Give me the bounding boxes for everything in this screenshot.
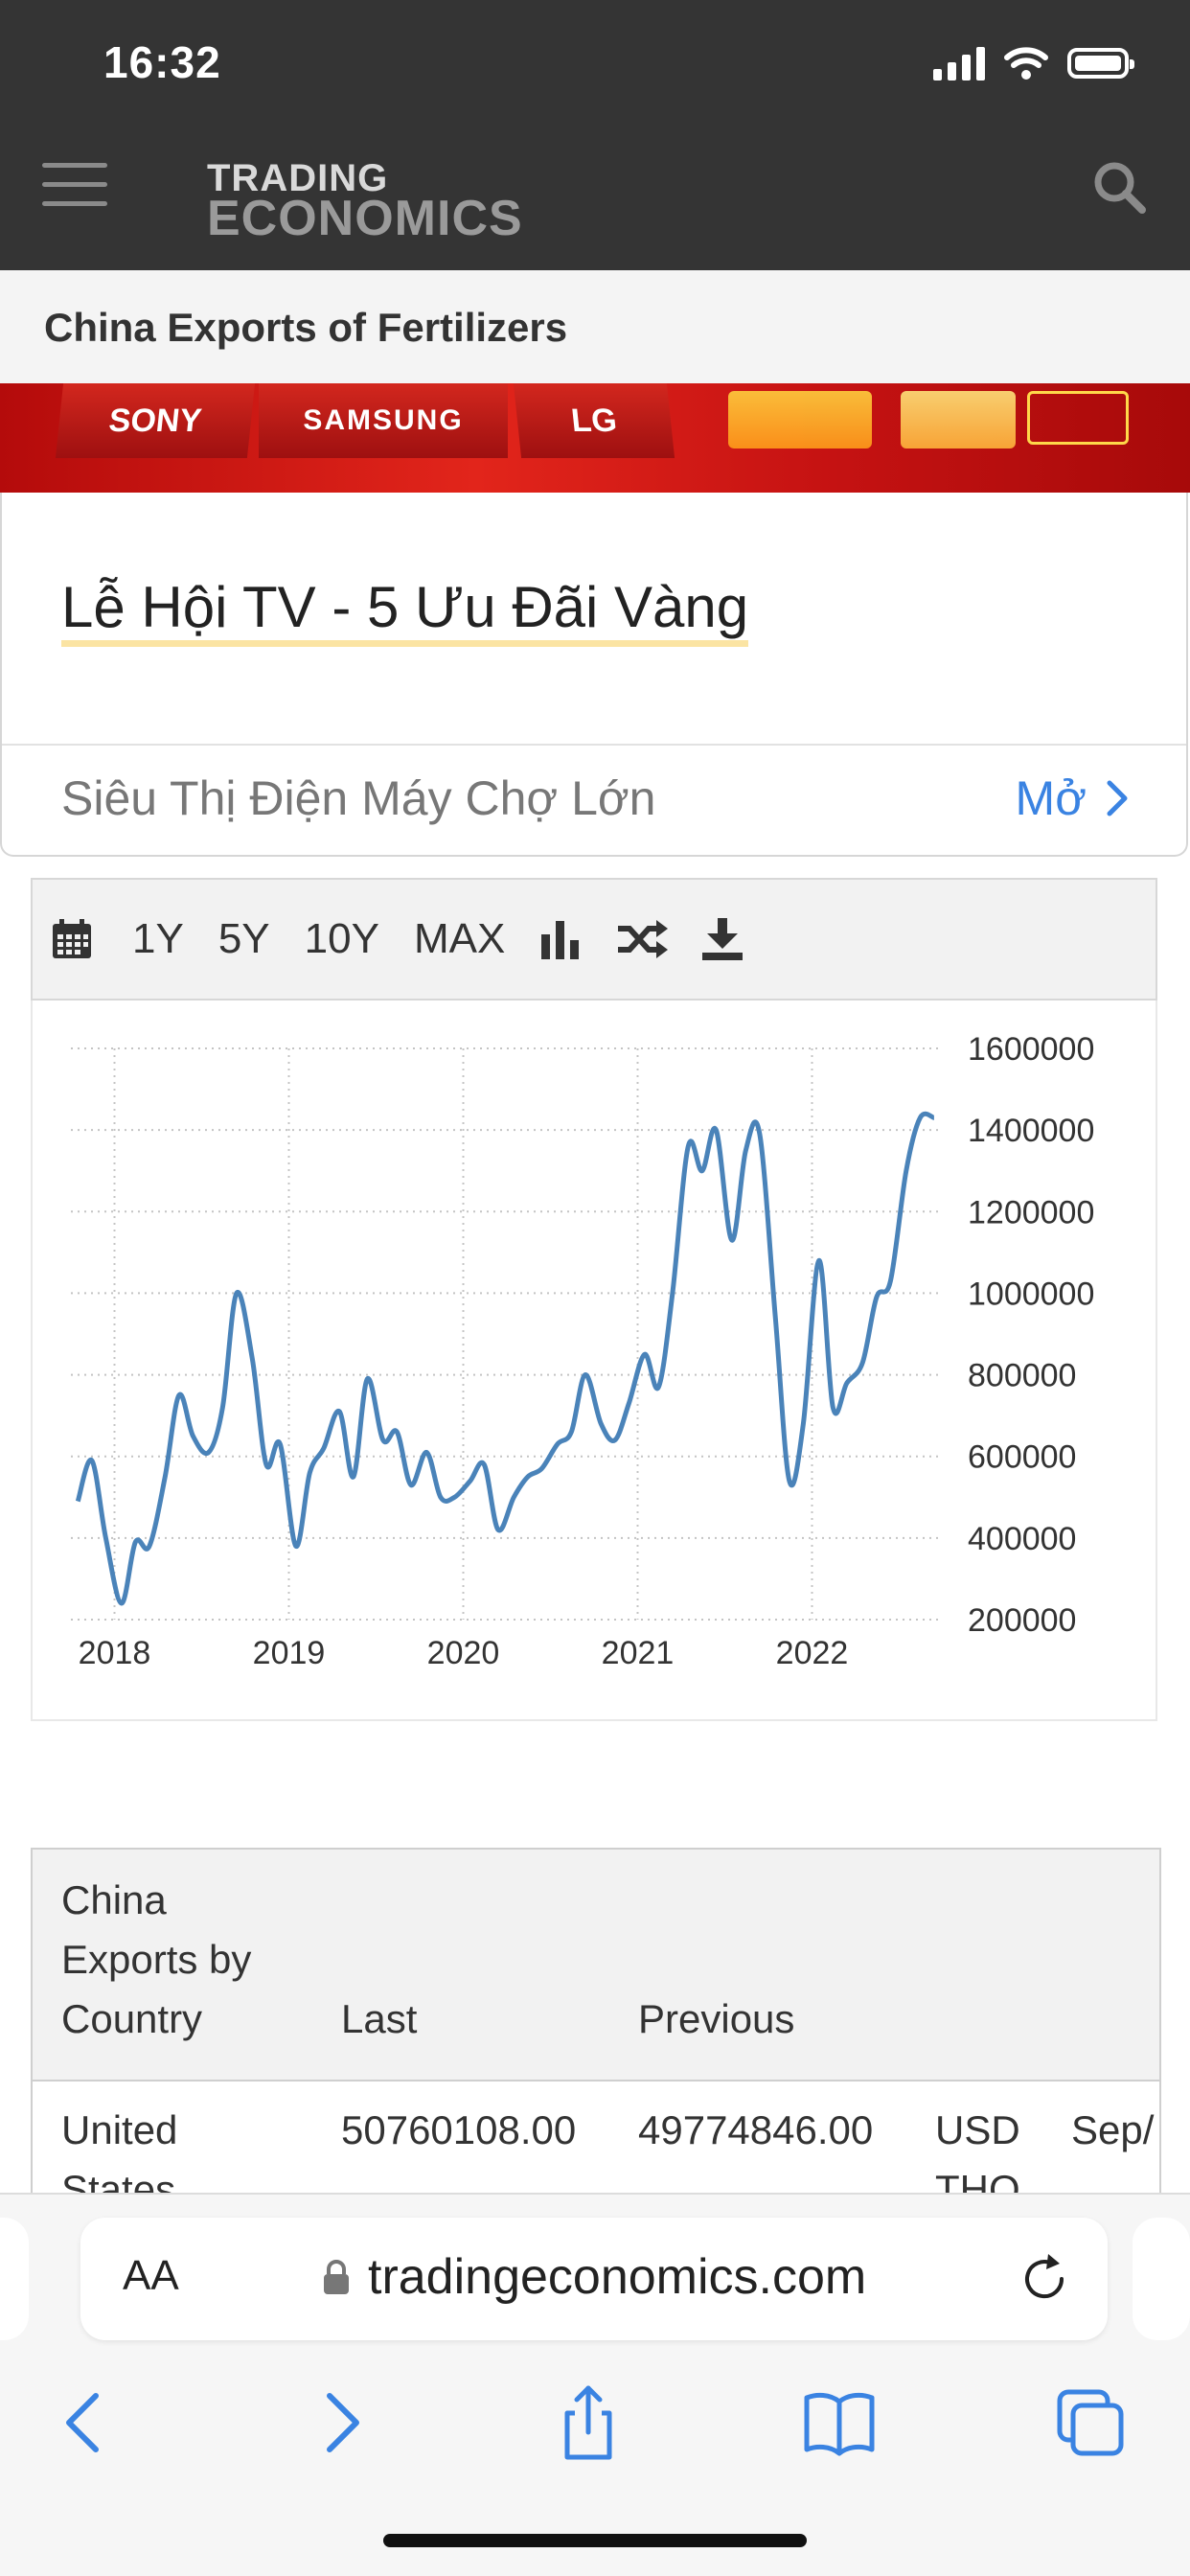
site-logo[interactable]: TRADING ECONOMICS <box>207 159 523 243</box>
row-last: 50760108.00 <box>341 2107 577 2152</box>
ad-divider <box>2 744 1186 746</box>
text-size-label: AA <box>123 2252 179 2299</box>
next-tab-preview[interactable] <box>1133 2218 1190 2340</box>
page-title: China Exports of Fertilizers <box>44 305 568 350</box>
home-indicator <box>383 2534 807 2547</box>
share-icon[interactable] <box>548 2382 629 2463</box>
header-country: China Exports by Country <box>61 1877 252 2041</box>
ad-brand-lg: LG <box>513 383 675 458</box>
y-tick-label: 1600000 <box>968 1031 1094 1068</box>
previous-tab-preview[interactable] <box>0 2218 29 2340</box>
ad-advertiser: Siêu Thị Điện Máy Chợ Lớn <box>61 771 656 825</box>
address-bar[interactable]: AA tradingeconomics.com <box>80 2218 1108 2340</box>
logo-line2: ECONOMICS <box>207 191 523 246</box>
url-text: tradingeconomics.com <box>368 2249 867 2305</box>
logo-line1: TRADING <box>207 157 389 199</box>
ad-brand-samsung: SAMSUNG <box>259 383 508 458</box>
cellular-signal-icon <box>933 46 985 80</box>
battery-icon <box>1067 48 1134 79</box>
row-previous: 49774846.00 <box>638 2107 874 2152</box>
ad-card[interactable]: Lễ Hội TV - 5 Ưu Đãi Vàng Siêu Thị Điện … <box>0 493 1188 857</box>
download-icon[interactable] <box>702 918 744 960</box>
row-date: Sep/ <box>1071 2107 1155 2152</box>
ad-title[interactable]: Lễ Hội TV - 5 Ưu Đãi Vàng <box>61 579 749 647</box>
range-1y-button[interactable]: 1Y <box>132 915 184 962</box>
calendar-icon[interactable] <box>52 919 92 959</box>
app-header: 16:32 TRADING ECONOMICS <box>0 0 1190 270</box>
search-icon[interactable] <box>1090 158 1148 216</box>
bookmarks-icon[interactable] <box>799 2382 880 2463</box>
ad-promo-graphic <box>728 391 872 448</box>
page-title-bar: China Exports of Fertilizers <box>0 270 1190 383</box>
table-header: China Exports by Country Last Previous <box>33 1850 1159 2082</box>
y-tick-label: 400000 <box>968 1521 1076 1557</box>
shuffle-icon[interactable] <box>616 920 669 958</box>
ad-gift-graphic <box>1027 391 1129 445</box>
url-display[interactable]: tradingeconomics.com <box>322 2248 866 2306</box>
status-icons <box>933 44 1134 82</box>
forward-icon[interactable] <box>301 2382 381 2463</box>
range-5y-button[interactable]: 5Y <box>217 915 270 962</box>
menu-icon[interactable] <box>42 163 107 207</box>
text-size-button[interactable]: AA <box>123 2252 179 2300</box>
x-tick-label: 2018 <box>79 1635 151 1671</box>
lock-icon <box>324 2260 349 2294</box>
status-time: 16:32 <box>103 37 221 87</box>
exports-line-chart[interactable]: 1600000 1400000 1200000 1000000 800000 600000… <box>33 1000 1156 1719</box>
exports-by-country-table: China Exports by Country Last Previous U… <box>31 1848 1161 2193</box>
ad-open-button[interactable]: Mở <box>1016 770 1129 826</box>
x-tick-label: 2019 <box>253 1635 326 1671</box>
y-tick-label: 200000 <box>968 1602 1076 1639</box>
row-unit: USD THO <box>935 2107 1020 2193</box>
ad-brand-sony: SONY <box>55 383 256 458</box>
header-last: Last <box>341 1996 418 2041</box>
x-tick-label: 2021 <box>602 1635 675 1671</box>
y-tick-label: 600000 <box>968 1439 1076 1476</box>
y-tick-label: 1400000 <box>968 1113 1094 1149</box>
ad-banner-image[interactable]: SONY SAMSUNG LG <box>0 383 1190 493</box>
range-10y-button[interactable]: 10Y <box>304 915 379 962</box>
series-line[interactable] <box>75 1111 935 1606</box>
range-max-button[interactable]: MAX <box>413 915 506 962</box>
ad-warranty-graphic <box>901 391 1016 448</box>
chart-container: 1600000 1400000 1200000 1000000 800000 600000… <box>31 1000 1157 1721</box>
x-tick-label: 2020 <box>427 1635 500 1671</box>
browser-toolbar: AA tradingeconomics.com <box>0 2193 1190 2576</box>
y-tick-label: 800000 <box>968 1358 1076 1394</box>
bar-chart-icon[interactable] <box>539 919 582 959</box>
wifi-icon <box>1004 47 1048 80</box>
x-tick-label: 2022 <box>776 1635 849 1671</box>
y-tick-label: 1000000 <box>968 1276 1094 1312</box>
chevron-right-icon <box>1107 780 1128 816</box>
ad-open-label: Mở <box>1015 771 1087 825</box>
tabs-icon[interactable] <box>1050 2382 1131 2463</box>
y-tick-label: 1200000 <box>968 1194 1094 1230</box>
reload-icon[interactable] <box>1016 2250 1073 2308</box>
row-country[interactable]: United States <box>61 2107 178 2193</box>
chart-toolbar: 1Y 5Y 10Y MAX <box>31 878 1157 1000</box>
header-previous: Previous <box>638 1996 795 2041</box>
back-icon[interactable] <box>44 2382 125 2463</box>
